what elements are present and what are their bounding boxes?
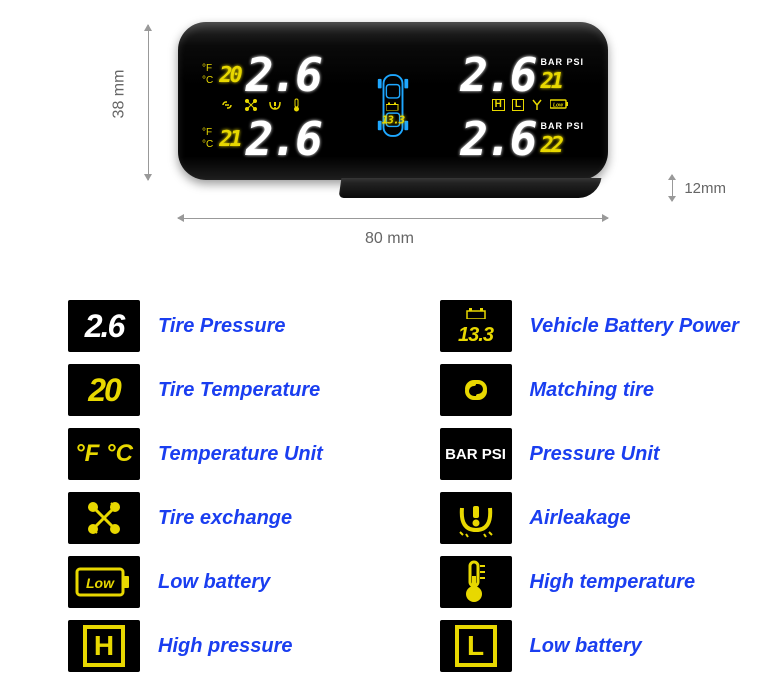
legend-tire-temp: 20 Tire Temperature bbox=[68, 364, 370, 416]
legend-airleakage: Airleakage bbox=[440, 492, 742, 544]
temp-unit-stack: °F °C bbox=[202, 64, 213, 86]
pressure-unit-bar-psi: BAR PSI bbox=[540, 57, 584, 67]
high-pressure-icon: H bbox=[68, 620, 140, 672]
high-temp-icon bbox=[440, 556, 512, 608]
dimension-line-depth bbox=[672, 175, 673, 201]
legend-label: Tire Pressure bbox=[158, 315, 286, 338]
matching-tire-icon bbox=[440, 364, 512, 416]
rear-right-readout: 2.6 BAR PSI 22 bbox=[460, 112, 584, 166]
rr-temp: 22 bbox=[540, 133, 561, 158]
legend-battery: 13.3 Vehicle Battery Power bbox=[440, 300, 742, 352]
unit-c: °C bbox=[202, 76, 213, 86]
fl-pressure: 2.6 bbox=[246, 48, 320, 102]
right-indicators: H L Low bbox=[492, 98, 570, 112]
legend-label: Tire Temperature bbox=[158, 379, 320, 402]
pressure-unit-icon: BAR PSI bbox=[440, 428, 512, 480]
hi-badge: H bbox=[492, 99, 505, 111]
unit-f: °F bbox=[202, 64, 213, 74]
fl-temp: 20 bbox=[219, 63, 240, 88]
legend-label: Low battery bbox=[158, 571, 270, 594]
dimension-depth-label: 12mm bbox=[684, 180, 726, 197]
legend-temp-unit: °F °C Temperature Unit bbox=[68, 428, 370, 480]
low-battery-icon: Low bbox=[68, 556, 140, 608]
car-center: 13.3 bbox=[374, 66, 412, 127]
legend-pressure-unit: BAR PSI Pressure Unit bbox=[440, 428, 742, 480]
battery-power-icon: 13.3 bbox=[440, 300, 512, 352]
legend-label: High temperature bbox=[530, 571, 696, 594]
fr-pressure: 2.6 bbox=[460, 48, 534, 102]
legend-label: Vehicle Battery Power bbox=[530, 315, 739, 338]
rear-left-readout: °F °C 21 2.6 bbox=[202, 112, 320, 166]
legend-high-temp: High temperature bbox=[440, 556, 742, 608]
front-right-readout: 2.6 BAR PSI 21 bbox=[460, 48, 584, 102]
product-diagram: 38 mm °F °C 20 2.6 bbox=[0, 0, 781, 280]
legend-label: High pressure bbox=[158, 635, 292, 658]
tire-temp-icon: 20 bbox=[68, 364, 140, 416]
legend-matching: Matching tire bbox=[440, 364, 742, 416]
legend-label: Airleakage bbox=[530, 507, 631, 530]
legend-label: Tire exchange bbox=[158, 507, 292, 530]
legend-label: Temperature Unit bbox=[158, 443, 323, 466]
dimension-height-label: 38 mm bbox=[110, 70, 128, 119]
legend-label: Pressure Unit bbox=[530, 443, 660, 466]
temp-unit-stack-2: °F °C bbox=[202, 128, 213, 150]
fr-temp: 21 bbox=[540, 69, 561, 94]
dimension-width-label: 80 mm bbox=[365, 230, 414, 248]
legend-grid: 2.6 Tire Pressure 13.3 Vehicle Battery P… bbox=[68, 300, 741, 672]
antenna-icon bbox=[531, 98, 543, 112]
tire-pressure-icon: 2.6 bbox=[68, 300, 140, 352]
low-batt-icon: Low bbox=[550, 98, 570, 112]
dimension-line-height bbox=[148, 25, 149, 180]
low-pressure-icon: L bbox=[440, 620, 512, 672]
temp-unit-icon: °F °C bbox=[68, 428, 140, 480]
dimension-line-width bbox=[178, 218, 608, 219]
tpms-device: °F °C 20 2.6 13.3 bbox=[178, 22, 608, 180]
rl-temp: 21 bbox=[219, 127, 240, 152]
airleakage-icon bbox=[440, 492, 512, 544]
legend-low-pressure: L Low battery bbox=[440, 620, 742, 672]
svg-text:Low: Low bbox=[553, 103, 564, 109]
pressure-unit-bar-psi-2: BAR PSI bbox=[540, 121, 584, 131]
legend-tire-pressure: 2.6 Tire Pressure bbox=[68, 300, 370, 352]
rl-pressure: 2.6 bbox=[246, 112, 320, 166]
legend-low-battery: Low Low battery bbox=[68, 556, 370, 608]
rr-pressure: 2.6 bbox=[460, 112, 534, 166]
legend-label: Low battery bbox=[530, 635, 642, 658]
legend-high-pressure: H High pressure bbox=[68, 620, 370, 672]
legend-label: Matching tire bbox=[530, 379, 654, 402]
legend-tire-exchange: Tire exchange bbox=[68, 492, 370, 544]
lo-badge: L bbox=[512, 99, 524, 111]
front-left-readout: °F °C 20 2.6 bbox=[202, 48, 320, 102]
svg-text:Low: Low bbox=[86, 575, 115, 591]
device-display: °F °C 20 2.6 13.3 bbox=[202, 40, 584, 162]
device-stand bbox=[339, 178, 602, 198]
tire-exchange-icon bbox=[68, 492, 140, 544]
